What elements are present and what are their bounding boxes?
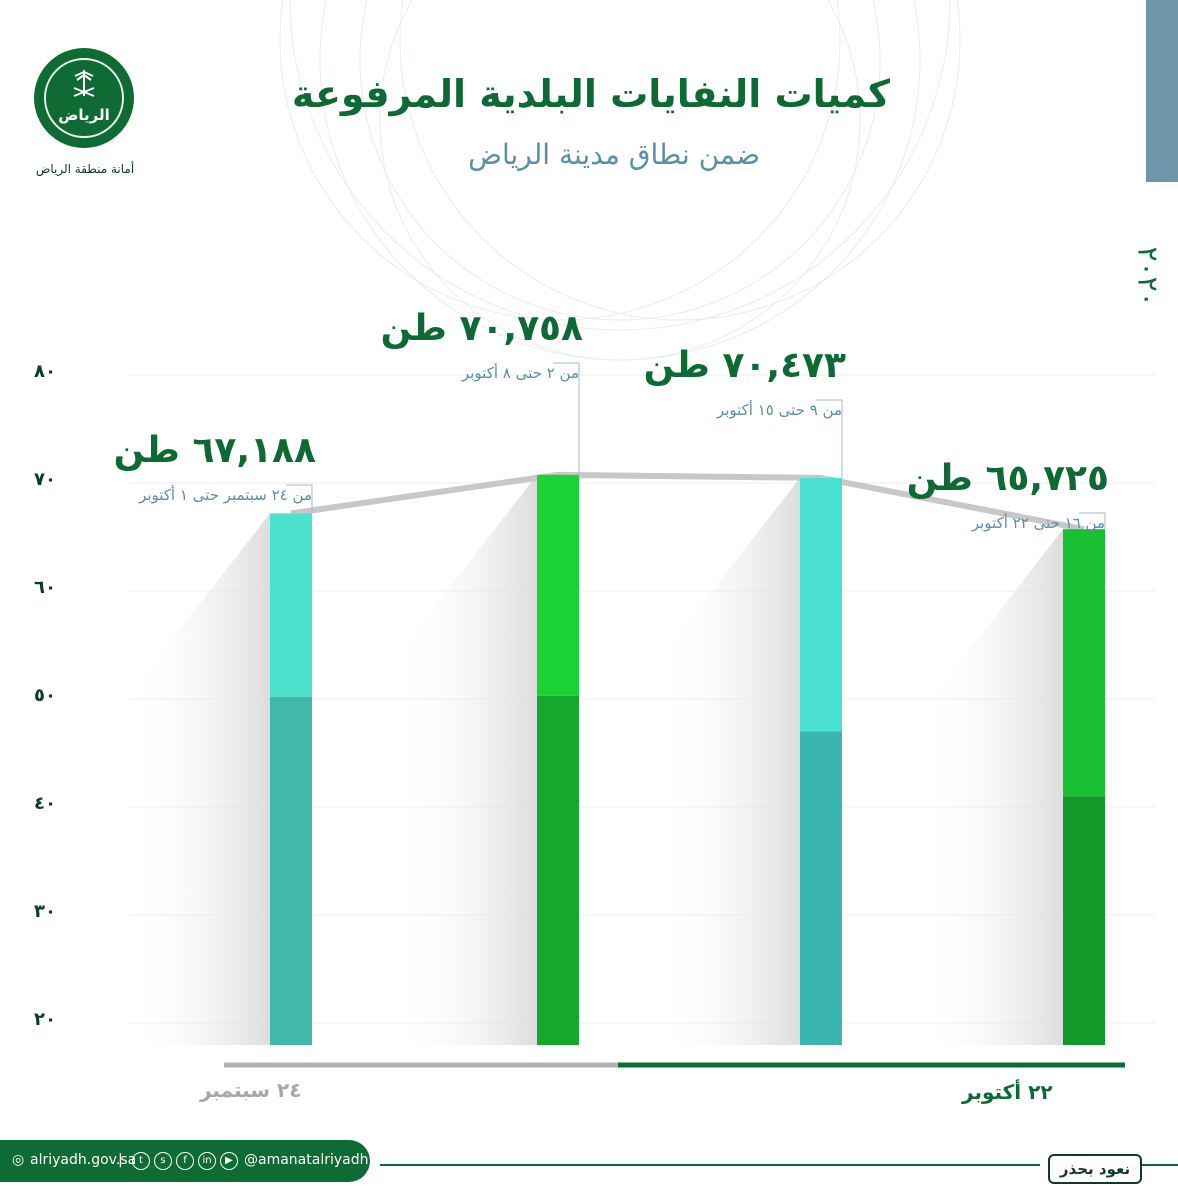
slogan-badge: نعود بحذر bbox=[1048, 1154, 1142, 1184]
bar-shadow bbox=[397, 474, 537, 1045]
logo-text: الرياض bbox=[58, 106, 110, 124]
bar-bottom-segment bbox=[270, 696, 312, 1045]
twitter-icon[interactable]: t bbox=[132, 1152, 150, 1170]
footer-divider: | bbox=[118, 1152, 123, 1168]
linkedin-icon[interactable]: in bbox=[198, 1152, 216, 1170]
callout-leader bbox=[286, 484, 313, 514]
date-range-label: من ٩ حتى ١٥ أكتوبر bbox=[716, 401, 842, 419]
bar-bottom-segment bbox=[1063, 796, 1105, 1045]
snapchat-icon[interactable]: s bbox=[154, 1152, 172, 1170]
bar-bottom-segment bbox=[537, 695, 579, 1045]
callout-leader bbox=[816, 399, 843, 478]
riyadh-municipality-logo: الرياض bbox=[34, 48, 134, 148]
y-tick-label: ٢٠ bbox=[34, 1009, 56, 1030]
value-label: ٦٥,٧٢٥ طن bbox=[906, 458, 1109, 499]
period-end-label: ٢٢ أكتوبر bbox=[962, 1080, 1053, 1104]
youtube-icon[interactable]: ▶ bbox=[220, 1152, 238, 1170]
period-start-label: ٢٤ سبتمبر bbox=[200, 1078, 302, 1102]
y-tick-label: ٦٠ bbox=[34, 577, 56, 598]
bar-shadow bbox=[923, 529, 1063, 1045]
page-title: كميات النفايات البلدية المرفوعة bbox=[291, 72, 890, 116]
date-range-label: من ٢٤ سبتمبر حتى ١ أكتوبر bbox=[139, 486, 312, 504]
palm-swords-icon bbox=[73, 70, 95, 97]
y-tick-label: ٧٠ bbox=[34, 469, 56, 490]
y-tick-label: ٨٠ bbox=[34, 361, 56, 382]
callout-leader bbox=[553, 362, 580, 475]
value-label: ٧٠,٤٧٣ طن bbox=[643, 345, 846, 386]
y-tick-label: ٥٠ bbox=[34, 685, 56, 706]
connector-line bbox=[290, 471, 1085, 533]
organization-name: أمانة منطقة الرياض bbox=[35, 162, 135, 176]
bar-bottom-segment bbox=[800, 731, 842, 1045]
date-range-label: من ٢ حتى ٨ أكتوبر bbox=[461, 364, 579, 382]
bar-top-segment bbox=[537, 474, 579, 696]
bar-shadow bbox=[660, 477, 800, 1045]
footer-rule-end bbox=[1142, 1164, 1178, 1166]
footer-rule bbox=[380, 1164, 1040, 1166]
y-tick-label: ٤٠ bbox=[34, 793, 56, 814]
bar-top-segment bbox=[1063, 529, 1105, 797]
value-label: ٧٠,٧٥٨ طن bbox=[380, 308, 583, 349]
y-tick-label: ٣٠ bbox=[34, 901, 56, 922]
corner-accent-bar bbox=[1146, 0, 1178, 182]
website-link[interactable]: alriyadh.gov.sa bbox=[30, 1152, 137, 1168]
footer-bar: ◎ alriyadh.gov.sa | t s f in ▶ @amanatal… bbox=[0, 1140, 370, 1182]
globe-icon: ◎ bbox=[12, 1152, 25, 1168]
bar-top-segment bbox=[270, 513, 312, 697]
bar-top-segment bbox=[800, 477, 842, 732]
value-label: ٦٧,١٨٨ طن bbox=[113, 430, 316, 471]
social-handle[interactable]: @amanatalriyadh bbox=[244, 1152, 369, 1168]
bar-shadow bbox=[130, 513, 270, 1045]
date-range-label: من ١٦ حتى ٢٢ أكتوبر bbox=[971, 514, 1105, 532]
page-subtitle: ضمن نطاق مدينة الرياض bbox=[468, 138, 760, 171]
facebook-icon[interactable]: f bbox=[176, 1152, 194, 1170]
callout-leader bbox=[1079, 512, 1106, 530]
